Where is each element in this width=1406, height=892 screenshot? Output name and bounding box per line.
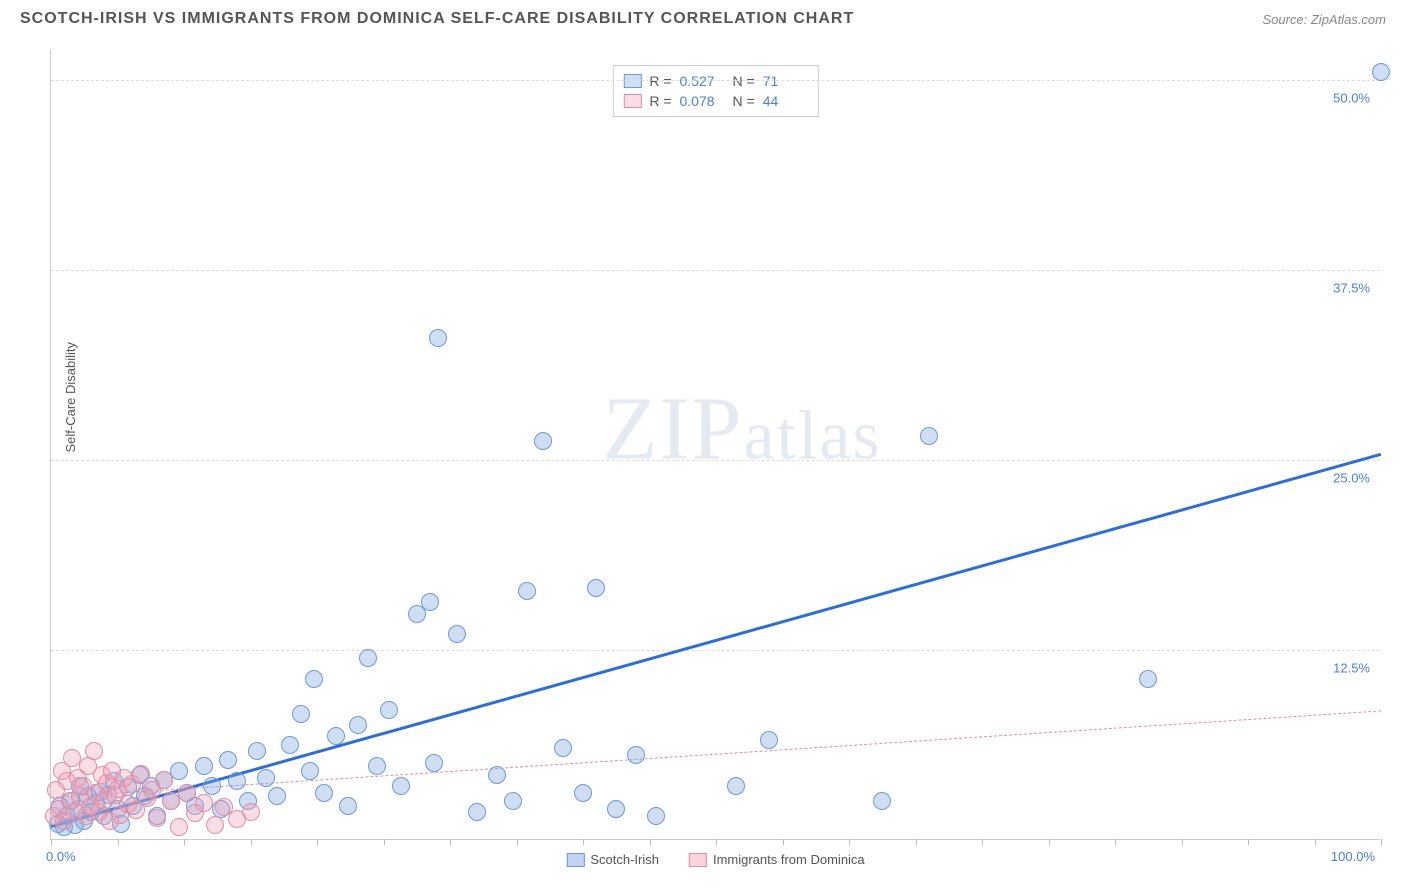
scatter-point bbox=[170, 818, 188, 836]
ytick-label: 50.0% bbox=[1333, 91, 1370, 106]
xtick-mark bbox=[1381, 839, 1382, 845]
scatter-point bbox=[327, 727, 345, 745]
gridline bbox=[51, 460, 1380, 461]
scatter-point bbox=[368, 757, 386, 775]
legend-label-1: Scotch-Irish bbox=[590, 852, 659, 867]
xtick-mark bbox=[1049, 839, 1050, 845]
scatter-point bbox=[392, 777, 410, 795]
scatter-point bbox=[760, 731, 778, 749]
xtick-mark bbox=[251, 839, 252, 845]
chart-container: Self-Care Disability ZIPatlas R = 0.527 … bbox=[50, 50, 1380, 840]
xtick-mark bbox=[118, 839, 119, 845]
scatter-point bbox=[554, 739, 572, 757]
scatter-point bbox=[504, 792, 522, 810]
scatter-point bbox=[206, 816, 224, 834]
legend-item-1: Scotch-Irish bbox=[566, 852, 659, 867]
scatter-point bbox=[132, 765, 150, 783]
scatter-point bbox=[518, 582, 536, 600]
stats-legend: R = 0.527 N = 71 R = 0.078 N = 44 bbox=[612, 65, 818, 117]
watermark: ZIPatlas bbox=[602, 377, 881, 480]
xtick-mark bbox=[1182, 839, 1183, 845]
xtick-mark bbox=[184, 839, 185, 845]
xtick-mark bbox=[384, 839, 385, 845]
legend-label-2: Immigrants from Dominica bbox=[713, 852, 865, 867]
scatter-point bbox=[873, 792, 891, 810]
scatter-point bbox=[1139, 670, 1157, 688]
scatter-point bbox=[228, 772, 246, 790]
scatter-point bbox=[242, 803, 260, 821]
trendline bbox=[51, 453, 1382, 828]
xtick-mark bbox=[1248, 839, 1249, 845]
scatter-point bbox=[257, 769, 275, 787]
scatter-point bbox=[468, 803, 486, 821]
chart-title: SCOTCH-IRISH VS IMMIGRANTS FROM DOMINICA… bbox=[20, 10, 854, 28]
stats-row-2: R = 0.078 N = 44 bbox=[623, 91, 807, 111]
legend-swatch-2 bbox=[689, 853, 707, 867]
gridline bbox=[51, 80, 1380, 81]
r-value-2: 0.078 bbox=[680, 93, 725, 109]
swatch-series-2 bbox=[623, 94, 641, 108]
xtick-mark bbox=[517, 839, 518, 845]
scatter-point bbox=[203, 777, 221, 795]
legend-item-2: Immigrants from Dominica bbox=[689, 852, 865, 867]
plot-area: ZIPatlas R = 0.527 N = 71 R = 0.078 N = … bbox=[50, 50, 1380, 840]
xtick-mark bbox=[450, 839, 451, 845]
scatter-point bbox=[248, 742, 266, 760]
scatter-point bbox=[587, 579, 605, 597]
xtick-mark bbox=[583, 839, 584, 845]
x-label-min: 0.0% bbox=[46, 849, 76, 864]
scatter-point bbox=[627, 746, 645, 764]
xtick-mark bbox=[783, 839, 784, 845]
gridline bbox=[51, 270, 1380, 271]
scatter-point bbox=[647, 807, 665, 825]
scatter-point bbox=[429, 329, 447, 347]
xtick-mark bbox=[650, 839, 651, 845]
chart-header: SCOTCH-IRISH VS IMMIGRANTS FROM DOMINICA… bbox=[0, 0, 1406, 33]
scatter-point bbox=[315, 784, 333, 802]
xtick-mark bbox=[51, 839, 52, 845]
scatter-point bbox=[85, 742, 103, 760]
scatter-point bbox=[425, 754, 443, 772]
scatter-point bbox=[301, 762, 319, 780]
legend-swatch-1 bbox=[566, 853, 584, 867]
scatter-point bbox=[195, 757, 213, 775]
xtick-mark bbox=[982, 839, 983, 845]
scatter-point bbox=[534, 432, 552, 450]
xtick-mark bbox=[716, 839, 717, 845]
scatter-point bbox=[339, 797, 357, 815]
scatter-point bbox=[305, 670, 323, 688]
scatter-point bbox=[281, 736, 299, 754]
bottom-legend: Scotch-Irish Immigrants from Dominica bbox=[566, 852, 864, 867]
scatter-point bbox=[349, 716, 367, 734]
scatter-point bbox=[178, 784, 196, 802]
scatter-point bbox=[607, 800, 625, 818]
xtick-mark bbox=[317, 839, 318, 845]
scatter-point bbox=[195, 794, 213, 812]
xtick-mark bbox=[916, 839, 917, 845]
n-value-2: 44 bbox=[763, 93, 808, 109]
ytick-label: 25.0% bbox=[1333, 471, 1370, 486]
scatter-point bbox=[292, 705, 310, 723]
scatter-point bbox=[268, 787, 286, 805]
scatter-point bbox=[155, 771, 173, 789]
ytick-label: 37.5% bbox=[1333, 281, 1370, 296]
scatter-point bbox=[448, 625, 466, 643]
gridline bbox=[51, 650, 1380, 651]
scatter-point bbox=[219, 751, 237, 769]
x-label-max: 100.0% bbox=[1331, 849, 1375, 864]
scatter-point bbox=[488, 766, 506, 784]
scatter-point bbox=[574, 784, 592, 802]
scatter-point bbox=[727, 777, 745, 795]
scatter-point bbox=[421, 593, 439, 611]
scatter-point bbox=[1372, 63, 1390, 81]
xtick-mark bbox=[1315, 839, 1316, 845]
ytick-label: 12.5% bbox=[1333, 661, 1370, 676]
scatter-point bbox=[920, 427, 938, 445]
scatter-point bbox=[380, 701, 398, 719]
xtick-mark bbox=[849, 839, 850, 845]
scatter-point bbox=[148, 809, 166, 827]
xtick-mark bbox=[1115, 839, 1116, 845]
chart-source: Source: ZipAtlas.com bbox=[1262, 12, 1386, 27]
scatter-point bbox=[359, 649, 377, 667]
